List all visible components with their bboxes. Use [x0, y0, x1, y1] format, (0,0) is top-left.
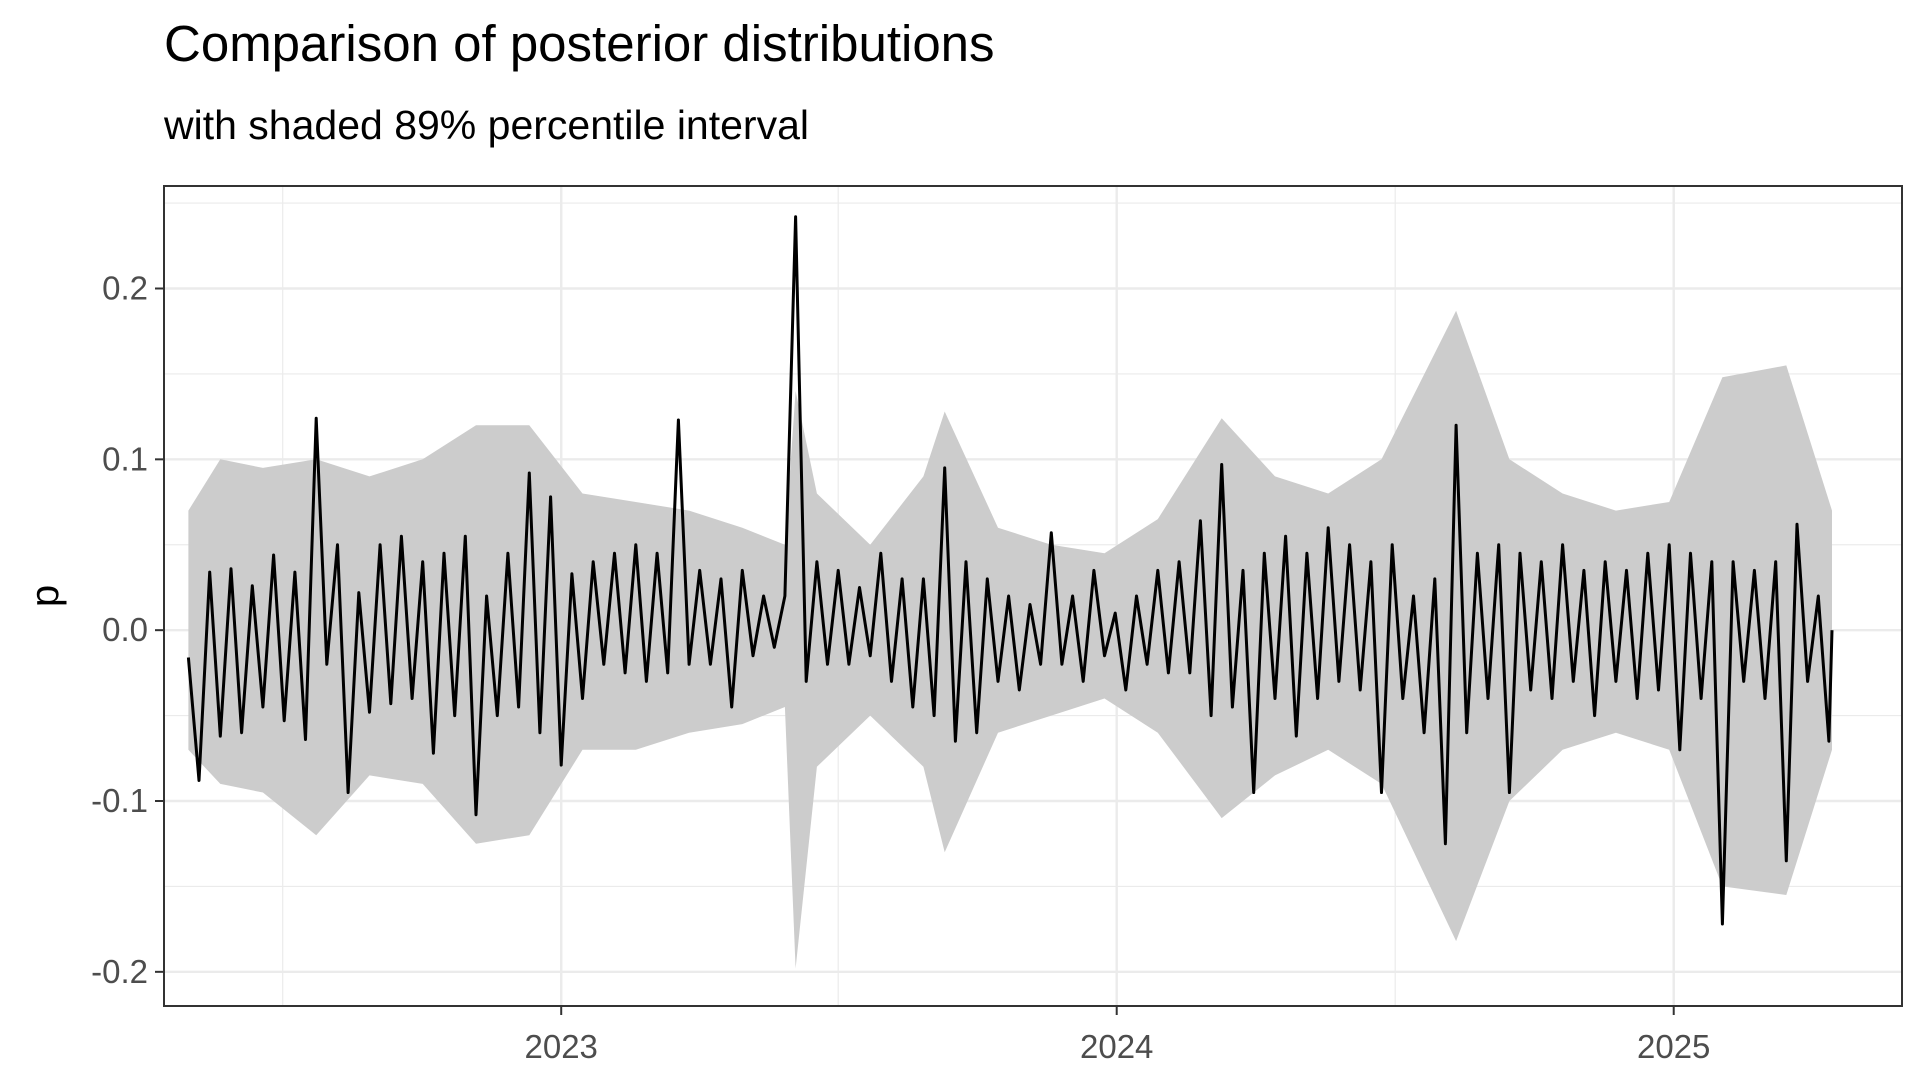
y-axis: -0.2 -0.1 0.0 0.1 0.2: [91, 270, 164, 990]
mean-line-layer: [186, 215, 1834, 926]
y-tick-label: 0.2: [102, 270, 148, 307]
interval-band-layer: [188, 310, 1832, 969]
y-axis-title: p: [23, 585, 67, 607]
x-tick-label: 2023: [525, 1028, 598, 1065]
y-tick-label: 0.1: [102, 440, 148, 477]
chart-subtitle: with shaded 89% percentile interval: [164, 102, 809, 148]
plot-border: [163, 185, 1903, 1007]
y-tick-label: 0.0: [102, 611, 148, 648]
chart-title: Comparison of posterior distributions: [164, 15, 995, 72]
y-tick-label: -0.1: [91, 782, 148, 819]
x-tick-label: 2024: [1080, 1028, 1153, 1065]
interval-band: [188, 310, 1832, 969]
mean-line: [186, 215, 1834, 926]
x-axis: 2023 2024 2025: [525, 1006, 1710, 1065]
y-tick-label: -0.2: [91, 953, 148, 990]
x-tick-label: 2025: [1637, 1028, 1710, 1065]
